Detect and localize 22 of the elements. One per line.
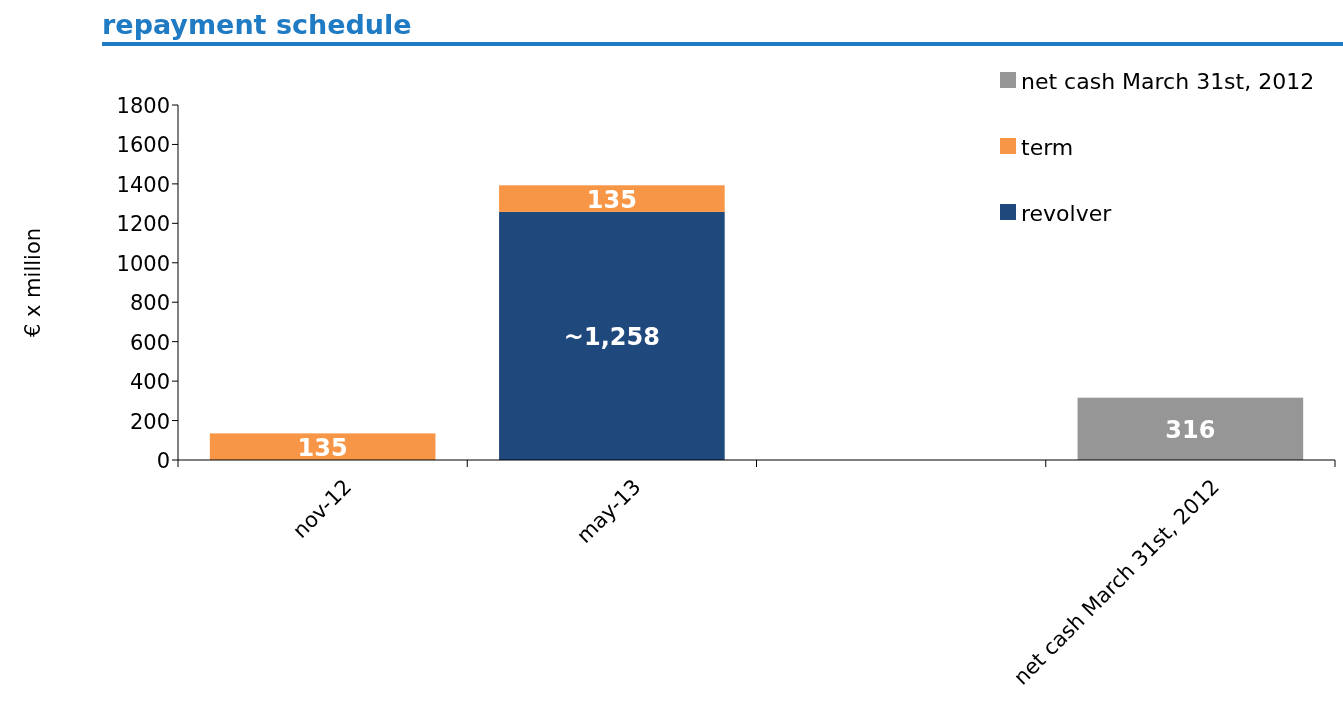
chart-title: repayment schedule <box>102 9 412 40</box>
bar <box>499 185 725 212</box>
y-tick-label: 1000 <box>116 251 170 276</box>
y-tick-label: 1600 <box>116 133 170 158</box>
y-axis-title: € x million <box>21 227 45 338</box>
legend-label: revolver <box>1021 201 1113 226</box>
y-tick-label: 400 <box>129 370 170 395</box>
data-label: 135 <box>297 433 348 462</box>
y-tick-label: 1800 <box>116 94 170 118</box>
bar <box>1077 397 1304 460</box>
data-label: 135 <box>586 185 637 214</box>
y-tick-label: 0 <box>156 449 170 473</box>
legend-label: net cash March 31st, 2012 <box>1021 69 1315 94</box>
y-tick-label: 600 <box>129 330 170 355</box>
y-tick-label: 1400 <box>116 172 170 197</box>
y-tick-label: 800 <box>129 291 170 316</box>
y-tick-label: 200 <box>129 409 170 434</box>
data-label: 316 <box>1165 415 1216 444</box>
y-tick-label: 1200 <box>116 212 170 237</box>
bar <box>499 211 725 460</box>
legend-label: term <box>1021 135 1074 160</box>
data-label: ~1,258 <box>563 322 660 351</box>
